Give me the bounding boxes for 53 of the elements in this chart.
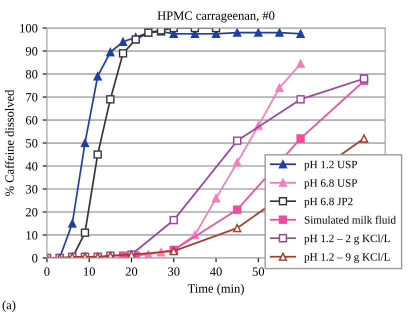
point [233,28,242,37]
chart-title: HPMC carrageenan, #0 [158,11,274,22]
y-tick-label: 60 [26,116,38,124]
point [360,74,368,83]
point [68,219,76,228]
legend-label: pH 1.2 – 2 g KCl/L [304,234,390,244]
y-tick-label: 0 [32,254,38,262]
y-axis-title: % Caffeine dissolved [4,90,14,196]
y-tick-label: 70 [26,93,38,102]
point [233,158,242,167]
x-tick-label: 50 [252,267,264,276]
point [93,150,102,159]
point [80,228,90,237]
y-tick-label: 10 [26,231,38,240]
x-tick-label: 20 [126,267,138,276]
point [106,95,115,104]
legend-label: pH 6.8 USP [304,179,358,189]
y-tick-label: 40 [26,162,38,170]
point [296,95,305,104]
point [296,134,305,143]
point [80,138,90,148]
x-tick-label: 40 [210,267,222,276]
y-tick-label: 90 [26,47,38,56]
y-tick-label: 80 [26,70,38,78]
point [132,35,140,44]
legend-label: pH 1.2 USP [304,160,358,171]
x-axis-title: Time (min) [188,284,244,296]
point [254,28,262,37]
y-tick-label: 50 [26,139,38,148]
point [233,206,242,214]
point [275,84,284,92]
point [212,194,220,202]
point [118,49,128,58]
y-tick-label: 30 [26,185,38,194]
y-tick-label: 20 [26,208,38,216]
text: (a) [2,300,16,312]
point [296,30,305,38]
point [170,216,178,224]
point [360,134,368,143]
point [275,28,284,37]
y-tick-label: 100 [20,24,38,32]
legend-label: pH 6.8 JP2 [304,198,353,208]
point [93,72,102,80]
point [296,60,305,68]
legend-label: Simulated milk fluid [304,216,396,224]
x-tick-label: 10 [84,267,95,276]
point [106,48,115,56]
point [233,136,242,145]
legend-label: pH 1.2 – 9 g KCl/L [304,252,390,263]
point [118,38,128,46]
x-tick-label: 0 [44,267,50,276]
point [233,224,242,232]
x-tick-label: 30 [168,267,180,276]
